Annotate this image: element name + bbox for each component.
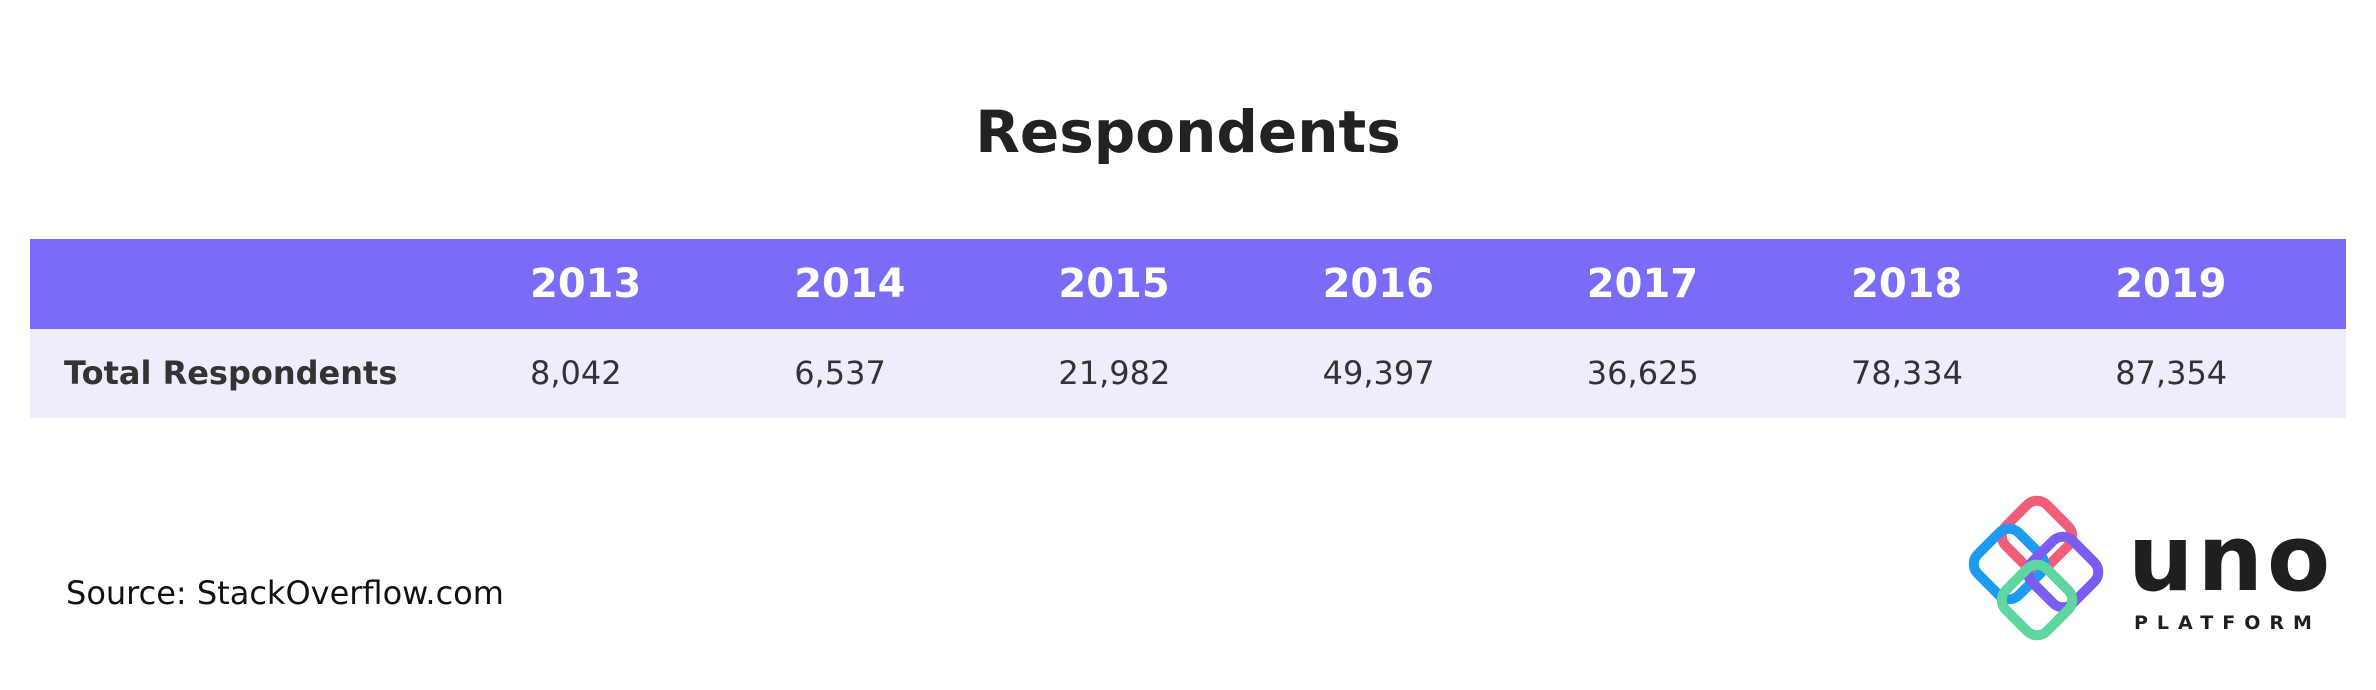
- table-cell: 87,354: [2115, 354, 2228, 392]
- table-cell: 36,625: [1586, 354, 1699, 392]
- row-label: Total Respondents: [64, 354, 398, 392]
- logo-tagline: PLATFORM: [2134, 612, 2321, 634]
- logo-shape: [2022, 531, 2104, 613]
- table-cell: 6,537: [794, 354, 886, 392]
- column-header: 2019: [2115, 261, 2227, 307]
- column-header: 2015: [1058, 261, 1170, 307]
- title: Respondents: [975, 98, 1401, 166]
- table-header: 2013 2014 2015 2016 2017 2018 2019: [30, 239, 2346, 329]
- table-cell: 78,334: [1851, 354, 1963, 392]
- table-cell: 49,397: [1322, 354, 1435, 392]
- logo-shape: [1996, 495, 2078, 577]
- column-header: 2016: [1322, 261, 1434, 307]
- column-header: 2013: [530, 261, 642, 307]
- logo-name: uno: [2128, 505, 2335, 612]
- logo-shape: [1996, 559, 2078, 641]
- logo-mark: [1968, 495, 2104, 641]
- column-header: 2017: [1586, 261, 1699, 307]
- table-cell: 8,042: [530, 354, 622, 392]
- source: Source: StackOverflow.com: [66, 574, 504, 612]
- table-row: Total Respondents 8,042 6,537 21,982 49,397 3…: [30, 329, 2346, 418]
- table-cell: 21,982: [1058, 354, 1171, 392]
- column-header: 2014: [794, 261, 906, 307]
- column-header: 2018: [1851, 261, 1963, 307]
